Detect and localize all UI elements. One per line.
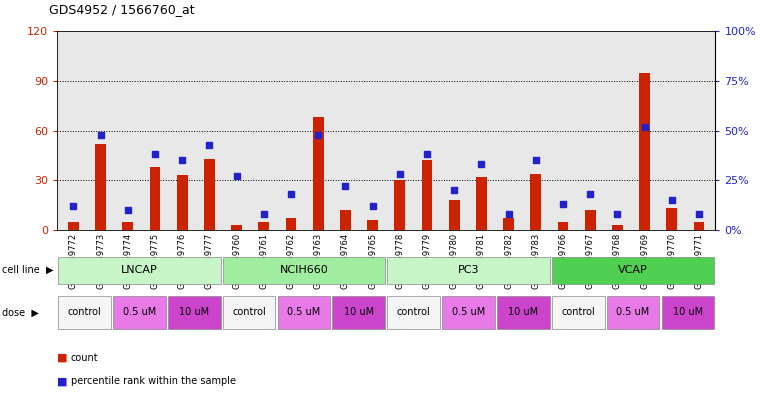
Text: 10 uM: 10 uM (344, 307, 374, 318)
Point (231, 173, 243, 180)
Point (530, 157, 542, 163)
Bar (367, 220, 378, 230)
Bar (387, 257, 549, 284)
Text: 0.5 uM: 0.5 uM (452, 307, 485, 318)
Bar (223, 296, 275, 329)
Point (285, 191, 297, 197)
Point (258, 211, 270, 217)
Point (693, 211, 705, 217)
Point (557, 201, 569, 207)
Bar (168, 296, 221, 329)
Text: LNCAP: LNCAP (121, 265, 158, 275)
Bar (123, 222, 133, 230)
Point (611, 211, 623, 217)
Bar (113, 296, 166, 329)
Point (176, 157, 188, 163)
Bar (58, 296, 111, 329)
Bar (449, 200, 460, 230)
Text: percentile rank within the sample: percentile rank within the sample (71, 376, 236, 386)
Bar (177, 175, 188, 230)
Bar (259, 222, 269, 230)
Point (122, 207, 134, 213)
Text: PC3: PC3 (457, 265, 479, 275)
Bar (693, 222, 705, 230)
Text: dose  ▶: dose ▶ (2, 307, 38, 318)
Text: cell line  ▶: cell line ▶ (2, 265, 53, 275)
Bar (612, 225, 622, 230)
Point (367, 203, 379, 209)
Bar (68, 222, 79, 230)
Text: ■: ■ (57, 353, 68, 363)
Bar (204, 159, 215, 230)
Point (312, 132, 324, 138)
Bar (476, 177, 487, 230)
Text: VCAP: VCAP (618, 265, 648, 275)
Bar (387, 296, 440, 329)
Bar (223, 257, 385, 284)
Text: control: control (68, 307, 101, 318)
Bar (340, 210, 351, 230)
Text: NCIH660: NCIH660 (279, 265, 328, 275)
Point (421, 151, 433, 158)
Point (393, 171, 406, 178)
Point (476, 161, 488, 167)
Bar (95, 144, 106, 230)
Bar (584, 210, 596, 230)
Bar (667, 208, 677, 230)
Bar (394, 180, 406, 230)
Point (339, 183, 352, 189)
Text: 0.5 uM: 0.5 uM (123, 307, 156, 318)
Bar (639, 73, 650, 230)
Text: 0.5 uM: 0.5 uM (616, 307, 650, 318)
Bar (285, 219, 297, 230)
Bar (503, 219, 514, 230)
Text: 10 uM: 10 uM (508, 307, 539, 318)
Point (502, 211, 514, 217)
Text: 10 uM: 10 uM (179, 307, 209, 318)
Bar (552, 257, 715, 284)
Bar (497, 296, 549, 329)
Bar (333, 296, 385, 329)
Point (666, 197, 678, 203)
Bar (313, 118, 323, 230)
Bar (150, 167, 161, 230)
Point (203, 141, 215, 148)
Point (67, 203, 79, 209)
Bar (607, 296, 659, 329)
Bar (530, 174, 541, 230)
Text: 10 uM: 10 uM (673, 307, 703, 318)
Text: control: control (396, 307, 431, 318)
Bar (442, 296, 495, 329)
Text: control: control (232, 307, 266, 318)
Point (149, 151, 161, 158)
Text: GDS4952 / 1566760_at: GDS4952 / 1566760_at (49, 3, 195, 16)
Bar (58, 257, 221, 284)
Text: control: control (562, 307, 595, 318)
Bar (558, 222, 568, 230)
Bar (552, 296, 604, 329)
Bar (661, 296, 715, 329)
Point (584, 191, 597, 197)
Point (638, 123, 651, 130)
Bar (231, 225, 242, 230)
Text: ■: ■ (57, 376, 68, 386)
Text: 0.5 uM: 0.5 uM (288, 307, 320, 318)
Text: count: count (71, 353, 98, 363)
Point (94, 132, 107, 138)
Point (448, 187, 460, 193)
Bar (278, 296, 330, 329)
Bar (422, 160, 432, 230)
